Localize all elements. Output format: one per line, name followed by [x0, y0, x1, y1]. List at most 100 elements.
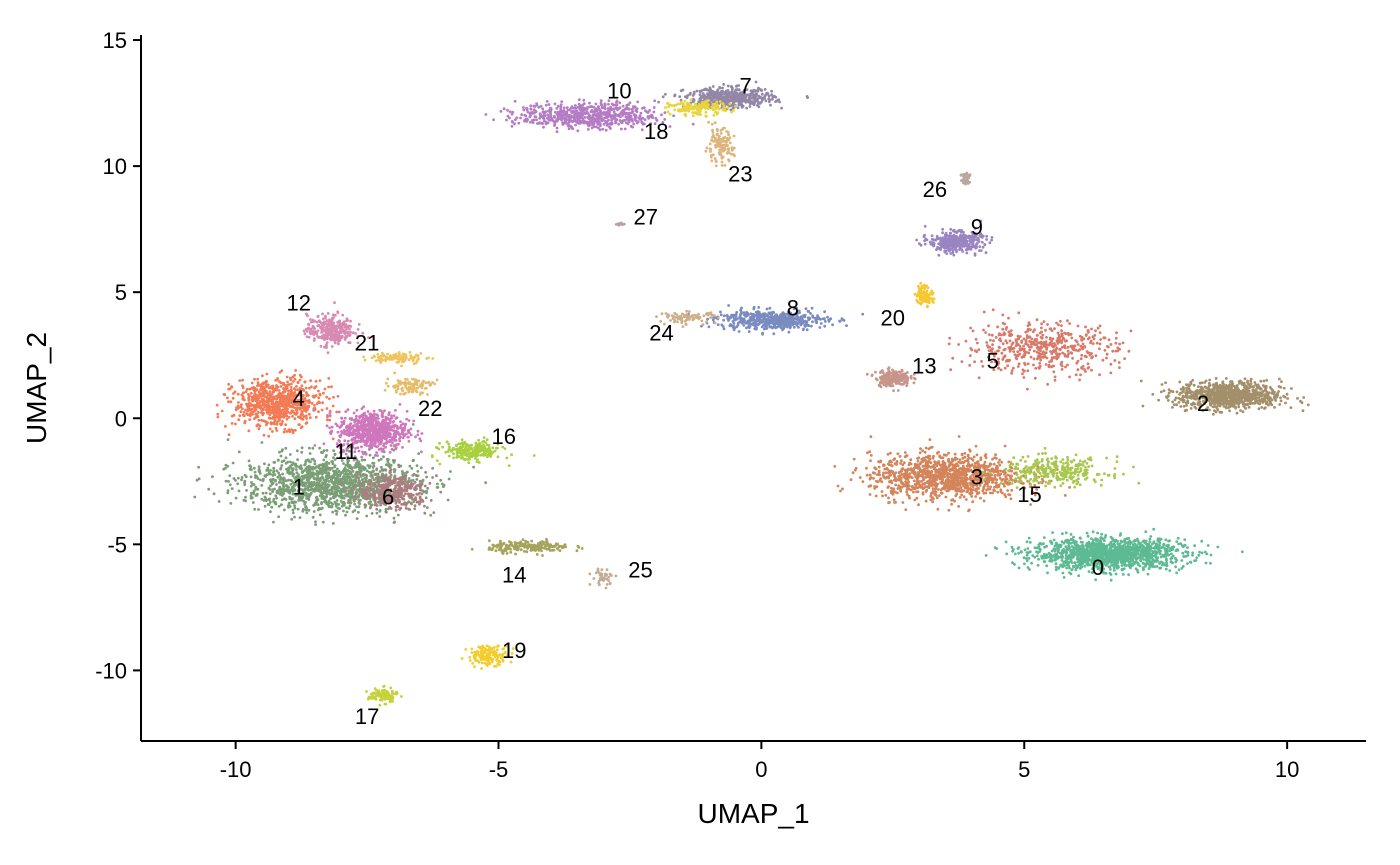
data-point: [1093, 547, 1097, 550]
data-point: [248, 418, 252, 422]
data-point: [283, 427, 287, 431]
data-point: [1094, 537, 1097, 540]
data-point: [974, 495, 978, 498]
data-point: [294, 500, 297, 504]
data-point: [1065, 566, 1068, 570]
data-point: [929, 475, 933, 478]
data-point: [1181, 551, 1185, 555]
data-point: [411, 423, 415, 426]
data-point: [989, 491, 992, 495]
data-point: [929, 471, 933, 475]
data-point: [1128, 564, 1131, 568]
data-point: [283, 508, 286, 512]
data-point: [996, 490, 1000, 494]
data-point: [971, 500, 975, 504]
data-point: [348, 484, 352, 487]
data-point: [1167, 388, 1171, 391]
data-point: [1043, 555, 1047, 558]
data-point: [327, 377, 331, 380]
data-point: [983, 454, 987, 458]
data-point: [419, 466, 423, 470]
data-point: [244, 390, 248, 394]
data-point: [251, 501, 255, 504]
data-point: [1108, 565, 1112, 569]
data-point: [900, 485, 904, 489]
data-point: [1017, 551, 1021, 555]
data-point: [327, 483, 331, 487]
data-point: [961, 468, 964, 471]
data-point: [1164, 538, 1168, 542]
data-point: [1189, 407, 1193, 410]
data-point: [393, 468, 397, 472]
data-point: [906, 478, 910, 481]
data-point: [995, 547, 999, 550]
data-point: [1165, 562, 1169, 565]
data-point: [916, 490, 920, 493]
data-point: [1038, 547, 1041, 550]
data-point: [1144, 565, 1147, 568]
data-point: [937, 475, 941, 478]
data-point: [1241, 410, 1245, 414]
data-point: [1031, 554, 1035, 557]
data-point: [1043, 560, 1047, 564]
data-point: [211, 475, 214, 478]
data-point: [1109, 578, 1113, 582]
data-point: [1040, 554, 1043, 558]
data-point: [1289, 406, 1293, 409]
data-point: [1189, 560, 1192, 564]
data-point: [1191, 551, 1195, 555]
data-point: [248, 467, 252, 471]
data-point: [1142, 562, 1145, 565]
data-point: [951, 498, 955, 501]
data-point: [894, 483, 898, 487]
data-point: [1050, 549, 1054, 553]
data-point: [1115, 566, 1119, 570]
data-point: [1023, 548, 1027, 552]
data-point: [278, 487, 281, 491]
data-point: [1108, 558, 1112, 562]
data-point: [1205, 552, 1209, 556]
data-point: [1302, 396, 1306, 399]
data-point: [371, 476, 374, 480]
data-point: [288, 453, 292, 456]
data-point: [264, 491, 268, 495]
data-point: [316, 508, 320, 512]
data-point: [333, 464, 337, 468]
data-point: [287, 504, 290, 507]
data-point: [923, 468, 927, 472]
data-point: [365, 469, 369, 473]
data-point: [360, 458, 364, 462]
data-point: [953, 482, 957, 485]
data-point: [354, 463, 357, 467]
data-point: [954, 469, 957, 473]
data-point: [967, 509, 970, 513]
data-point: [263, 462, 266, 466]
data-point: [296, 458, 299, 461]
data-point: [280, 503, 283, 507]
data-point: [259, 478, 262, 482]
data-point: [265, 498, 269, 502]
data-point: [300, 450, 304, 454]
data-point: [411, 459, 415, 463]
data-point: [908, 462, 912, 465]
data-point: [1009, 497, 1013, 501]
data-point: [1064, 553, 1068, 557]
data-point: [1139, 379, 1143, 383]
data-point: [1246, 379, 1249, 383]
data-point: [1025, 551, 1029, 554]
data-point: [319, 478, 322, 482]
data-point: [442, 485, 445, 489]
data-point: [895, 460, 899, 463]
data-point: [224, 479, 228, 483]
data-point: [1218, 410, 1222, 414]
data-point: [315, 478, 319, 482]
data-point: [1168, 539, 1171, 543]
data-point: [963, 459, 967, 463]
data-point: [912, 490, 915, 494]
data-point: [1189, 391, 1192, 395]
data-point: [330, 460, 334, 463]
data-point: [212, 492, 216, 496]
data-point: [357, 510, 360, 514]
data-point: [1200, 386, 1204, 390]
data-point: [998, 474, 1001, 477]
